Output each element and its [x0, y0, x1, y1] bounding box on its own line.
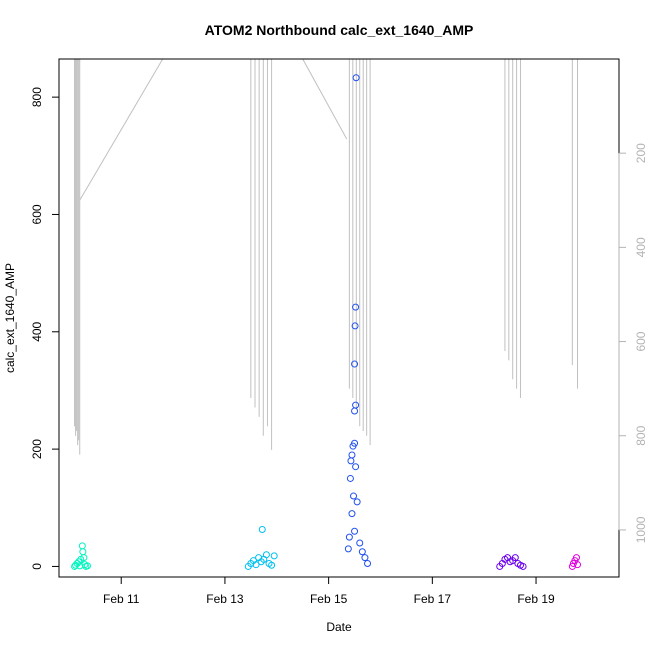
data-point: [574, 561, 582, 569]
data-point: [356, 539, 364, 547]
y2-tick-label: 200: [634, 143, 648, 163]
data-point: [348, 510, 356, 518]
y2-tick-label: 1000: [634, 516, 648, 543]
data-point: [358, 548, 366, 556]
y-tick-label: 400: [30, 321, 44, 341]
data-point: [351, 360, 359, 368]
data-point: [352, 401, 360, 409]
data-point: [352, 74, 360, 82]
x-axis-label: Date: [326, 620, 352, 634]
chart-title: ATOM2 Northbound calc_ext_1640_AMP: [205, 22, 474, 38]
data-point: [345, 533, 353, 541]
data-point: [84, 562, 92, 570]
data-point: [344, 545, 352, 553]
y-tick-label: 600: [30, 204, 44, 224]
data-point: [350, 492, 358, 500]
data-point: [511, 554, 519, 562]
data-point: [353, 498, 361, 506]
x-tick-label: Feb 19: [517, 592, 555, 606]
background-trace-connector: [302, 58, 348, 140]
background-trace-group: [74, 58, 579, 455]
data-point: [268, 561, 276, 569]
y2-tick-label: 800: [634, 425, 648, 445]
data-point: [346, 474, 354, 482]
x-tick-label: Feb 13: [206, 592, 244, 606]
data-point: [351, 322, 359, 330]
data-point: [270, 552, 278, 560]
y-tick-label: 0: [30, 563, 44, 570]
y2-axis: 200 400 600 800 1000: [618, 143, 648, 543]
data-point: [351, 527, 359, 535]
data-point: [351, 439, 359, 447]
data-point: [519, 562, 527, 570]
data-point: [572, 554, 580, 562]
data-point: [262, 551, 270, 559]
y2-tick-label: 600: [634, 331, 648, 351]
y-axis: 0 200 400 600 800: [30, 87, 60, 570]
data-points-group: [71, 74, 582, 570]
background-trace-connector: [79, 58, 164, 201]
data-point: [258, 525, 266, 533]
x-tick-label: Feb 15: [310, 592, 348, 606]
data-point: [348, 451, 356, 459]
data-point: [352, 303, 360, 311]
x-axis: Feb 11 Feb 13 Feb 15 Feb 17 Feb 19: [103, 576, 555, 606]
data-point: [80, 554, 88, 562]
y2-tick-label: 400: [634, 237, 648, 257]
y-tick-label: 200: [30, 439, 44, 459]
y-axis-label: calc_ext_1640_AMP: [3, 263, 17, 373]
data-point: [364, 560, 372, 568]
data-point: [75, 558, 83, 566]
data-point: [352, 463, 360, 471]
data-point: [252, 561, 260, 569]
x-tick-label: Feb 17: [414, 592, 452, 606]
y-tick-label: 800: [30, 87, 44, 107]
x-tick-label: Feb 11: [103, 592, 140, 606]
data-point: [361, 554, 369, 562]
